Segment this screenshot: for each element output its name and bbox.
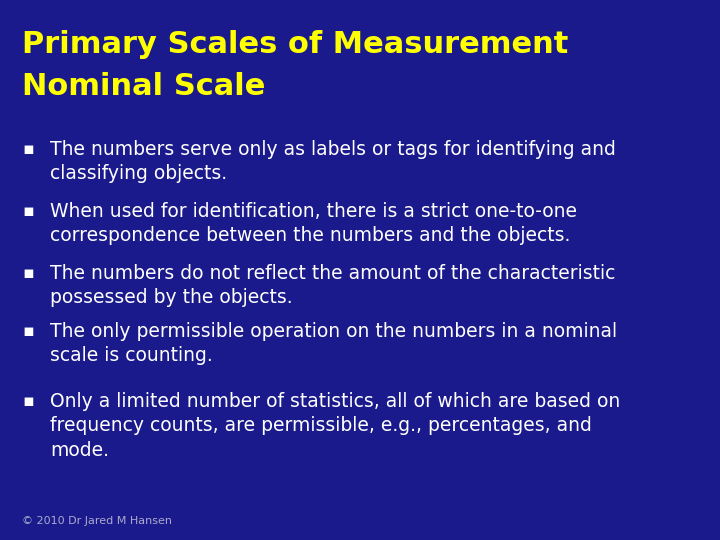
Text: © 2010 Dr Jared M Hansen: © 2010 Dr Jared M Hansen [22,516,172,526]
Text: Only a limited number of statistics, all of which are based on
frequency counts,: Only a limited number of statistics, all… [50,392,620,460]
Text: The numbers do not reflect the amount of the characteristic
possessed by the obj: The numbers do not reflect the amount of… [50,264,616,307]
Text: ▪: ▪ [22,392,34,410]
Text: ▪: ▪ [22,264,34,282]
Text: When used for identification, there is a strict one-to-one
correspondence betwee: When used for identification, there is a… [50,202,577,245]
Text: ▪: ▪ [22,322,34,340]
Text: Nominal Scale: Nominal Scale [22,72,266,101]
Text: The numbers serve only as labels or tags for identifying and
classifying objects: The numbers serve only as labels or tags… [50,140,616,183]
Text: The only permissible operation on the numbers in a nominal
scale is counting.: The only permissible operation on the nu… [50,322,617,365]
Text: Primary Scales of Measurement: Primary Scales of Measurement [22,30,568,59]
Text: ▪: ▪ [22,202,34,220]
Text: ▪: ▪ [22,140,34,158]
